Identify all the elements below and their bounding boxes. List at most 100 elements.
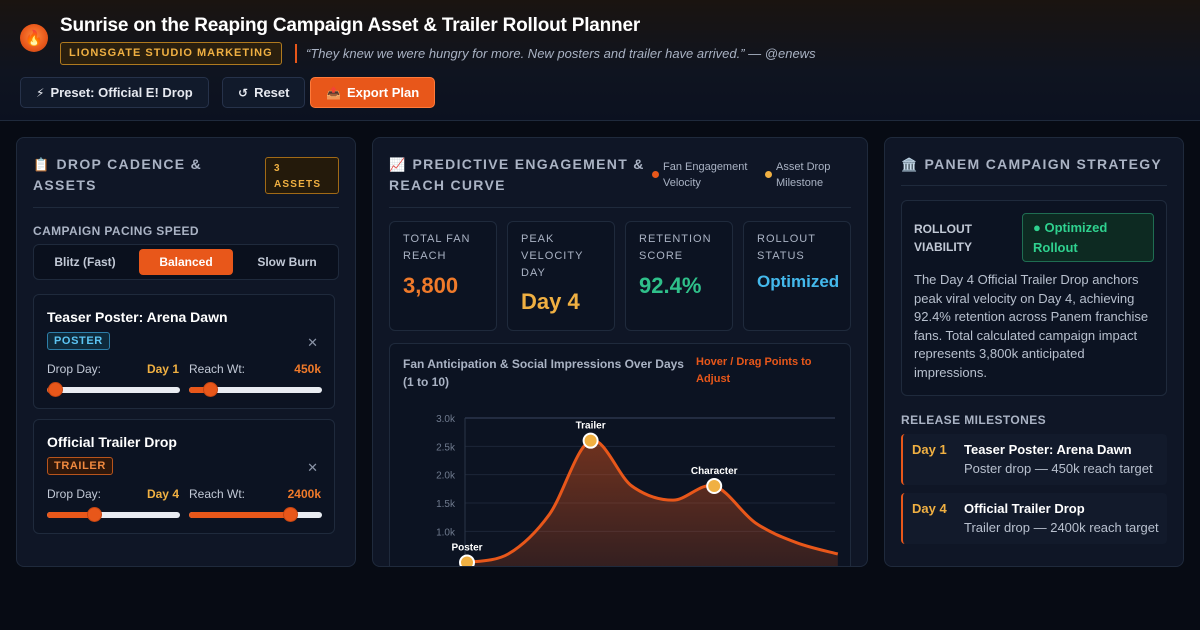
kpi-value: 3,800 — [403, 273, 459, 298]
reset-button-label: Reset — [254, 85, 290, 100]
reach-weight-slider[interactable] — [189, 382, 322, 397]
milestone-label: Trailer — [576, 421, 606, 432]
slider-thumb[interactable] — [283, 507, 299, 522]
milestone-day: Day 4 — [912, 501, 947, 516]
series-area — [467, 440, 838, 566]
quote-divider — [295, 44, 297, 63]
chart-icon: 📈 — [389, 157, 407, 172]
engagement-panel: 📈 PREDICTIVE ENGAGEMENT & REACH CURVE Fan… — [372, 137, 868, 567]
kpi-rollout-status: ROLLOUT STATUS Optimized — [743, 221, 851, 331]
kpi-label: PEAK VELOCITY DAY — [521, 233, 584, 279]
reach-weight-value: 450k — [294, 362, 321, 376]
milestones-label: RELEASE MILESTONES — [901, 413, 1047, 427]
milestone-subtitle: Poster drop — 450k reach target — [964, 461, 1153, 476]
milestone-point[interactable] — [459, 554, 475, 568]
asset-name: Teaser Poster: Arena Dawn — [47, 309, 228, 325]
chart-title: Fan Anticipation & Social Impressions Ov… — [403, 357, 684, 389]
drop-day-slider[interactable] — [47, 382, 180, 397]
drop-cadence-panel: 📋 DROP CADENCE & ASSETS 3 ASSETS CAMPAIGN… — [16, 137, 356, 567]
milestone-item[interactable]: Day 1 Teaser Poster: Arena Dawn Poster d… — [901, 434, 1167, 485]
drop-day-value: Day 1 — [146, 362, 179, 376]
chart-hint: Hover / Drag Points to Adjust — [696, 356, 812, 385]
y-tick-label: 1.0k — [436, 527, 456, 538]
asset-type-tag: TRAILER — [47, 457, 113, 475]
asset-type-tag: POSTER — [47, 332, 110, 350]
viability-card: ROLLOUT VIABILITY ● Optimized Rollout Th… — [901, 200, 1167, 396]
remove-asset-icon[interactable]: ✕ — [307, 460, 318, 475]
milestone-item[interactable]: Day 4 Official Trailer Drop Trailer drop… — [901, 493, 1167, 544]
drop-day-slider[interactable] — [47, 507, 180, 522]
milestone-subtitle: Trailer drop — 2400k reach target — [964, 520, 1159, 535]
pacing-option-slow-burn[interactable]: Slow Burn — [257, 255, 317, 269]
kpi-peak-velocity-day: PEAK VELOCITY DAY Day 4 — [507, 221, 615, 331]
viability-label: ROLLOUT VIABILITY — [914, 222, 973, 254]
kpi-label: RETENTION SCORE — [639, 233, 712, 262]
kpi-value: 92.4% — [639, 273, 702, 298]
remove-asset-icon[interactable]: ✕ — [307, 335, 318, 350]
lightning-icon: ⚡ — [36, 85, 45, 100]
panel-header: 📈 PREDICTIVE ENGAGEMENT & REACH CURVE — [389, 138, 851, 208]
y-tick-label: 2.5k — [436, 442, 456, 453]
page-title: Sunrise on the Reaping Campaign Asset & … — [60, 15, 641, 36]
milestone-point[interactable] — [706, 478, 723, 494]
milestone-label: Character — [691, 466, 738, 477]
legend-dot — [765, 171, 772, 178]
milestone-label: Poster — [451, 543, 482, 554]
legend-label: Asset Drop Milestone — [776, 161, 831, 189]
reset-icon: ↺ — [238, 85, 249, 100]
asset-card: Teaser Poster: Arena Dawn POSTER ✕ Drop … — [33, 294, 335, 409]
kpi-retention-score: RETENTION SCORE 92.4% — [625, 221, 733, 331]
panel-title: 🏛️ PANEM CAMPAIGN STRATEGY — [901, 154, 1171, 175]
reach-weight-value: 2400k — [287, 487, 321, 501]
kpi-value: Optimized — [757, 272, 840, 291]
slider-thumb[interactable] — [203, 382, 219, 397]
chart-canvas[interactable]: 3.0k 2.5k 2.0k 1.5k 1.0k Poster Trailer Charact… — [390, 344, 852, 567]
legend-item-milestone: Asset Drop Milestone — [765, 159, 853, 191]
series-line — [466, 439, 839, 564]
header-quote: “They knew we were hungry for more. New … — [306, 46, 816, 61]
assets-count-badge: 3 ASSETS — [265, 157, 339, 194]
panel-title-text: PREDICTIVE ENGAGEMENT & REACH CURVE — [389, 156, 645, 193]
preset-button[interactable]: ⚡ Preset: Official E! Drop — [20, 77, 209, 108]
preset-button-label: Preset: Official E! Drop — [50, 85, 193, 100]
panel-title-text: DROP CADENCE & ASSETS — [33, 156, 203, 193]
app-header: 🔥 Sunrise on the Reaping Campaign Asset … — [0, 0, 1200, 121]
reach-curve-chart: Fan Anticipation & Social Impressions Ov… — [389, 343, 852, 567]
flame-icon: 🔥 — [20, 24, 48, 52]
panel-title: 📈 PREDICTIVE ENGAGEMENT & REACH CURVE — [389, 154, 649, 196]
campaign-strategy-panel: 🏛️ PANEM CAMPAIGN STRATEGY ROLLOUT VIABIL… — [884, 137, 1184, 567]
pacing-option-balanced[interactable]: Balanced — [139, 249, 233, 275]
panel-title-text: PANEM CAMPAIGN STRATEGY — [924, 156, 1163, 172]
y-tick-label: 2.0k — [436, 471, 456, 482]
status-badge: ● Optimized Rollout — [1022, 213, 1154, 262]
export-icon: 📤 — [326, 85, 341, 100]
kpi-value: Day 4 — [521, 289, 580, 314]
milestone-title: Official Trailer Drop — [964, 501, 1085, 516]
pacing-option-blitz[interactable]: Blitz (Fast) — [54, 255, 116, 269]
clipboard-icon: 📋 — [33, 157, 51, 172]
reach-weight-label: Reach Wt: — [189, 362, 246, 376]
asset-card: Official Trailer Drop TRAILER ✕ Drop Day… — [33, 419, 335, 534]
reset-button[interactable]: ↺ Reset — [222, 77, 306, 108]
legend-item-velocity: Fan Engagement Velocity — [652, 159, 760, 191]
asset-name: Official Trailer Drop — [47, 434, 177, 450]
panel-header: 📋 DROP CADENCE & ASSETS 3 ASSETS — [33, 138, 339, 208]
milestone-point[interactable] — [582, 432, 599, 449]
studio-badge: LIONSGATE STUDIO MARKETING — [60, 42, 282, 65]
kpi-total-fan-reach: TOTAL FAN REACH 3,800 — [389, 221, 497, 331]
export-plan-button[interactable]: 📤 Export Plan — [310, 77, 436, 108]
viability-description: The Day 4 Official Trailer Drop anchors … — [914, 272, 1149, 380]
drop-day-value: Day 4 — [146, 487, 179, 501]
panel-header: 🏛️ PANEM CAMPAIGN STRATEGY — [901, 138, 1167, 186]
y-tick-label: 3.0k — [436, 414, 456, 425]
reach-weight-slider[interactable] — [189, 507, 322, 522]
milestone-day: Day 1 — [912, 442, 947, 457]
capitol-icon: 🏛️ — [901, 157, 919, 172]
pacing-label: CAMPAIGN PACING SPEED — [33, 224, 199, 238]
legend-dot — [652, 171, 659, 178]
kpi-label: ROLLOUT STATUS — [757, 233, 816, 262]
export-button-label: Export Plan — [346, 85, 420, 100]
slider-thumb[interactable] — [86, 507, 102, 522]
y-tick-label: 1.5k — [436, 499, 456, 510]
slider-thumb[interactable] — [47, 382, 63, 397]
